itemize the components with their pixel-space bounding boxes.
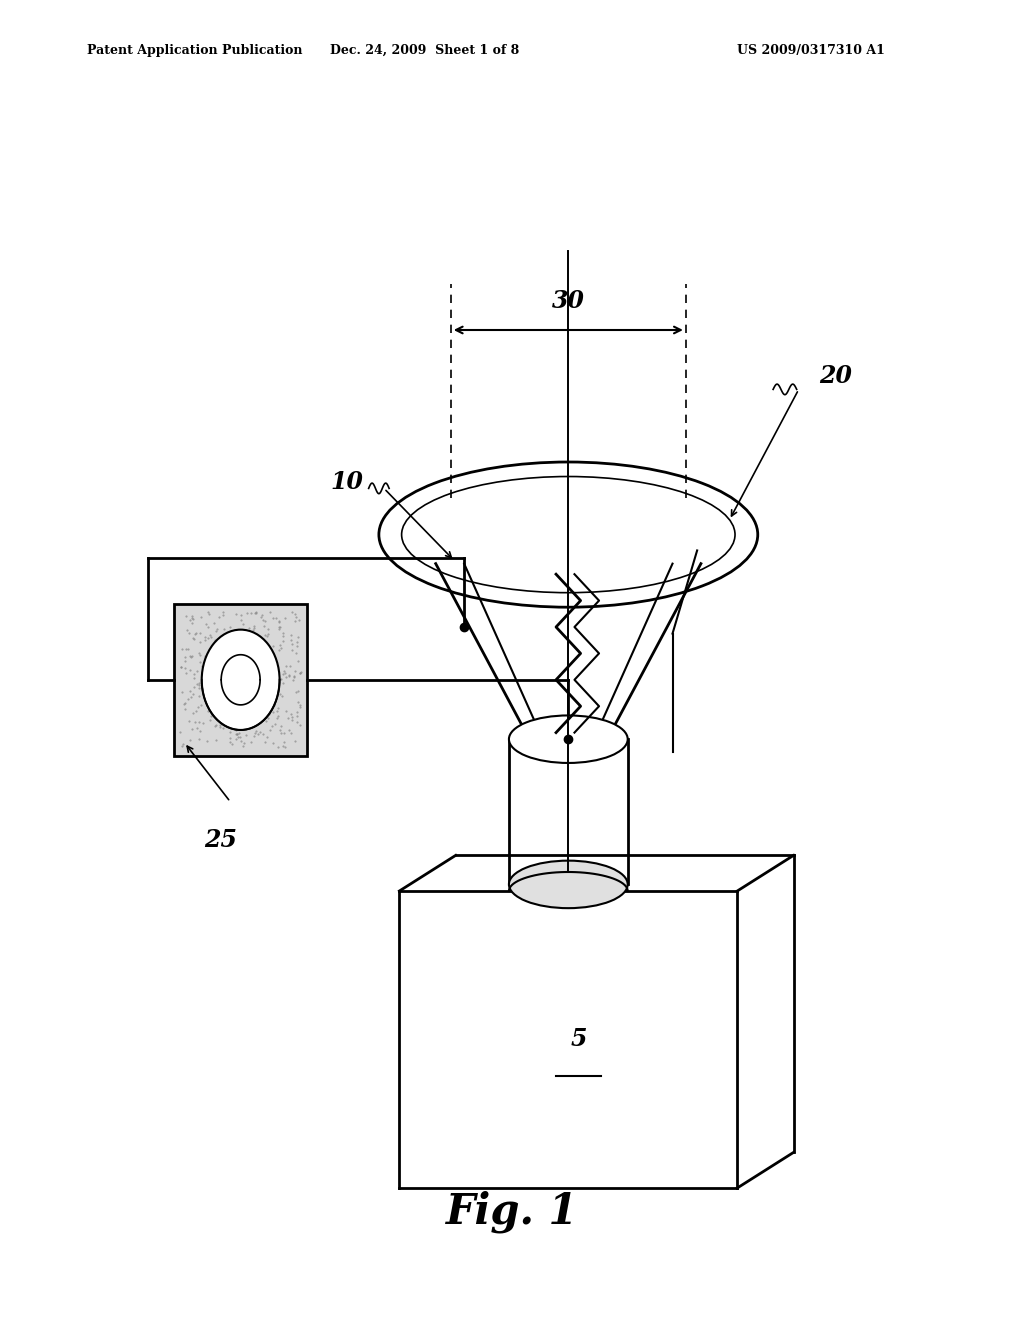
Text: 25: 25: [204, 829, 237, 853]
Text: 30: 30: [552, 289, 585, 313]
Text: 20: 20: [819, 364, 852, 388]
Ellipse shape: [529, 725, 607, 754]
Text: 10: 10: [331, 470, 364, 494]
Text: Patent Application Publication: Patent Application Publication: [87, 44, 302, 57]
Ellipse shape: [509, 715, 628, 763]
Text: Fig. 1: Fig. 1: [445, 1191, 579, 1233]
Circle shape: [202, 630, 280, 730]
Text: 5: 5: [570, 1027, 587, 1052]
Text: US 2009/0317310 A1: US 2009/0317310 A1: [737, 44, 885, 57]
Ellipse shape: [509, 861, 628, 908]
Text: Dec. 24, 2009  Sheet 1 of 8: Dec. 24, 2009 Sheet 1 of 8: [331, 44, 519, 57]
Bar: [174, 605, 307, 755]
